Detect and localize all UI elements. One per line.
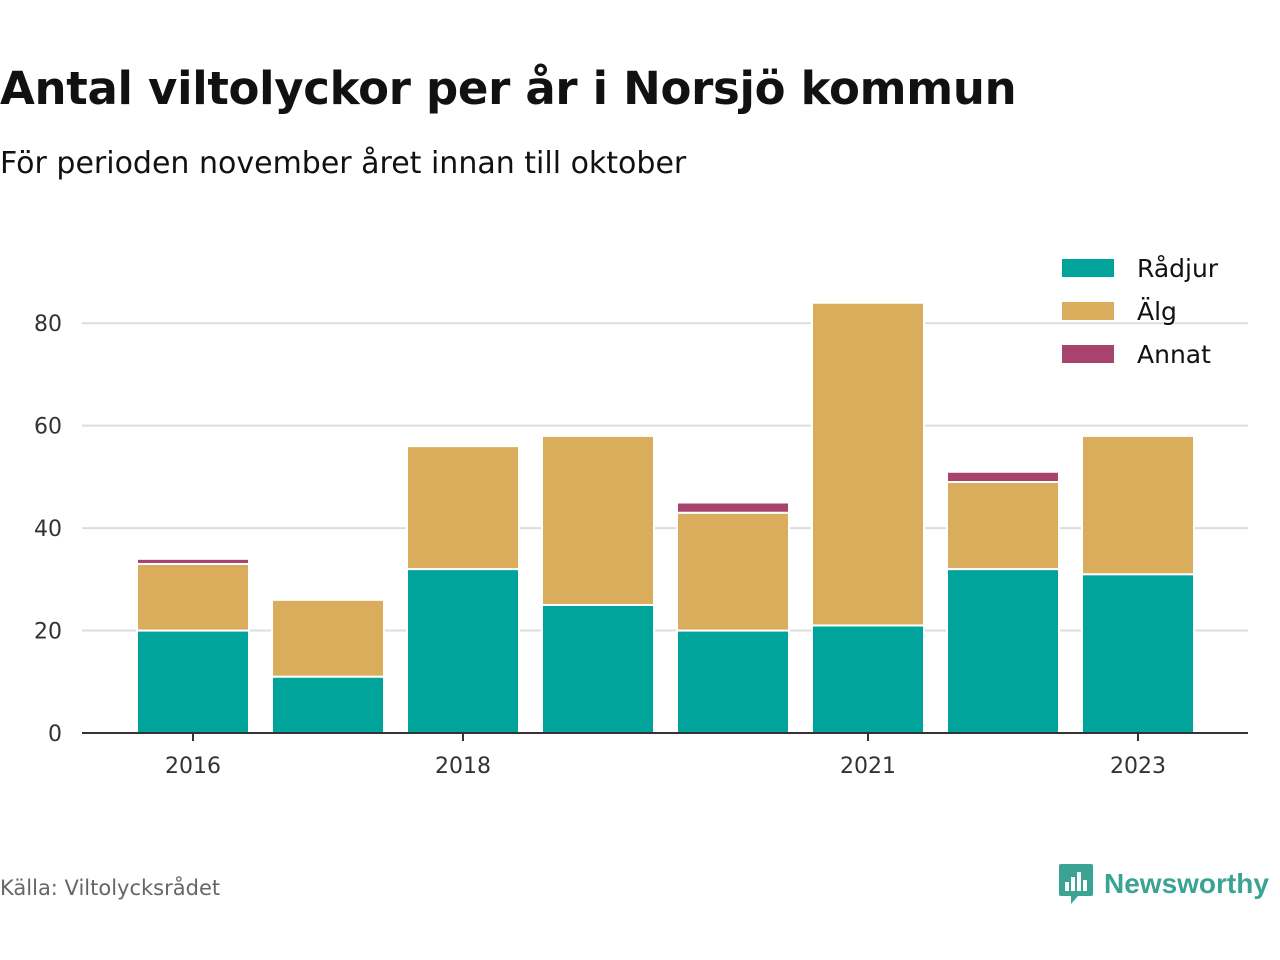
bar-2019-series-0 — [541, 603, 655, 735]
y-tick-label: 0 — [48, 722, 62, 747]
x-tick-label: 2016 — [165, 754, 221, 779]
bar-2021-series-0 — [811, 624, 925, 735]
x-tick-label: 2018 — [435, 754, 491, 779]
legend-label: Älg — [1137, 297, 1177, 326]
legend-swatch — [1062, 259, 1114, 277]
x-tick-label: 2021 — [840, 754, 896, 779]
bar-chart-speech-bubble-icon — [1059, 864, 1093, 904]
chart-subtitle: För perioden november året innan till ok… — [0, 146, 687, 181]
brand-logo: Newsworthy — [1058, 862, 1269, 906]
bar-2022-series-1 — [946, 481, 1060, 571]
bar-2016-series-0 — [136, 629, 250, 734]
y-tick-label: 60 — [34, 415, 62, 440]
bar-2017-series-0 — [271, 675, 385, 735]
y-tick-label: 80 — [34, 312, 62, 337]
legend-swatch — [1062, 345, 1114, 363]
legend-label: Annat — [1137, 340, 1211, 369]
grid-lines — [82, 322, 1248, 632]
bar-2017-series-1 — [271, 598, 385, 678]
bar-2020-series-0 — [676, 629, 790, 734]
bar-2023-series-1 — [1081, 434, 1195, 576]
bar-2016-series-2 — [136, 557, 250, 565]
y-tick-label: 40 — [34, 517, 62, 542]
bar-2020-series-2 — [676, 501, 790, 514]
axes: 0 20 40 60 80 2016 2018 2021 2023 — [34, 312, 1248, 779]
bar-2022-series-2 — [946, 470, 1060, 484]
bar-2020-series-1 — [676, 511, 790, 632]
bar-2018-series-1 — [406, 445, 520, 571]
bars — [136, 301, 1195, 735]
source-note: Källa: Viltolycksrådet — [0, 876, 221, 900]
chart-title: Antal viltolyckor per år i Norsjö kommun — [0, 62, 1017, 115]
bar-2016-series-1 — [136, 562, 250, 632]
y-tick-label: 20 — [34, 620, 62, 645]
bar-2018-series-0 — [406, 568, 520, 734]
bar-2022-series-0 — [946, 568, 1060, 734]
bar-2021-series-1 — [811, 301, 925, 627]
x-tick-label: 2023 — [1110, 754, 1166, 779]
legend-label: Rådjur — [1137, 254, 1219, 283]
legend-swatch — [1062, 302, 1114, 320]
brand-name: Newsworthy — [1104, 868, 1269, 899]
bar-2023-series-0 — [1081, 573, 1195, 735]
legend: Rådjur Älg Annat — [1062, 254, 1219, 369]
bar-2019-series-1 — [541, 434, 655, 606]
